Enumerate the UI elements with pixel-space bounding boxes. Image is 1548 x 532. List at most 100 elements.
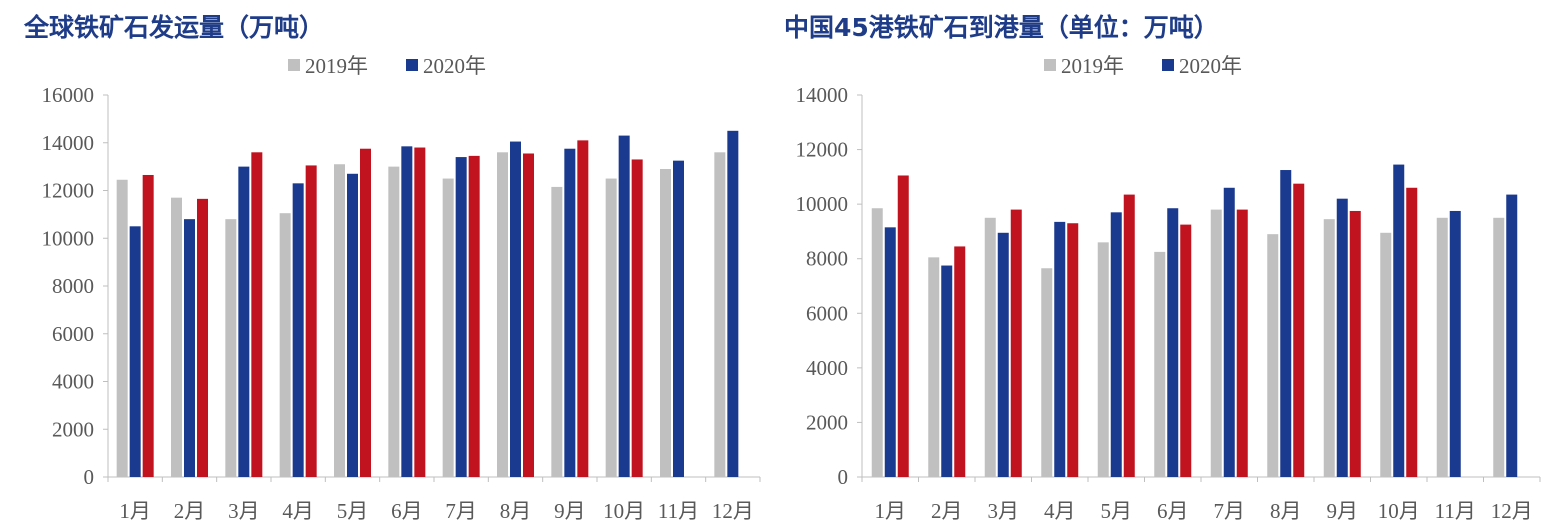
bar-2020-a [238,166,250,477]
bar-2019 [605,178,617,477]
y-tick-label: 14000 [42,131,95,155]
chart-panel-port-arrivals: 中国45港铁矿石到港量（单位：万吨） 0 2000 4000 6000 8000 1000… [770,0,1548,532]
legend-label: 2020年 [423,54,486,78]
bar-2019 [871,208,883,477]
bar-2019 [1380,232,1392,477]
bar-2020-a [347,173,358,477]
bar-2020-a [1167,208,1179,477]
x-tick-label: 1月 [875,499,907,523]
y-tick-label: 4000 [52,370,94,394]
bar-2020-a [997,232,1009,477]
x-tick-label: 12月 [1491,499,1533,523]
bar-2020-a [401,146,413,478]
bar-2019 [984,217,996,478]
bar-2019 [334,164,345,478]
legend-swatch [1044,59,1056,71]
bar-2020-a [673,160,684,477]
bar-2020-a [129,226,141,477]
x-tick-label: 7月 [1214,499,1246,523]
x-tick-label: 4月 [1044,499,1076,523]
bar-2020-b [360,148,371,477]
bar-2020-a [1449,210,1461,477]
bar-2020-b [197,198,208,477]
bar-2019 [1041,268,1053,477]
bar-2020-b [1010,209,1022,477]
bar-2019 [1267,234,1279,477]
bar-2020-a [564,148,576,477]
bar-2020-b [1406,187,1418,477]
bar-chart-port-arrivals: 0 2000 4000 6000 8000 10000 12000 14000 1月 2月 3月 4月… [796,54,1541,523]
bar-2019 [279,213,291,477]
bar-2020-a [184,219,195,477]
legend-label: 2020年 [1179,54,1242,78]
bar-2020-b [414,147,426,477]
chart-title: 全球铁矿石发运量（万吨） [24,13,325,42]
y-tick-label: 2000 [806,410,848,434]
bar-2020-a [1054,221,1066,477]
x-tick-label: 9月 [1327,499,1359,523]
bar-2020-b [1180,224,1192,477]
y-tick-label: 4000 [806,356,848,380]
bar-2020-b [468,155,480,477]
y-tick-label: 8000 [806,247,848,271]
bar-2020-a [292,183,304,477]
bar-2019 [1210,209,1222,477]
bar-2019 [1493,217,1505,478]
bar-2020-a [1506,194,1518,478]
x-tick-label: 4月 [282,499,314,523]
bar-chart-global-shipments: 0 2000 4000 6000 8000 10000 12000 14000 16000 1月 2… [42,54,761,523]
bar-2019 [1097,242,1109,477]
bar-2019 [660,169,671,477]
bar-2019 [1436,217,1448,478]
bar-2020-b [1349,210,1361,477]
y-tick-label: 14000 [796,83,849,107]
bar-2020-a [1223,187,1235,477]
x-tick-label: 1月 [119,499,151,523]
y-tick-label: 12000 [796,138,849,162]
x-tick-label: 10月 [1378,499,1420,523]
bar-2019 [497,152,508,478]
bar-2020-b [1293,183,1305,477]
bar-2019 [1154,251,1166,477]
x-tick-label: 3月 [228,499,260,523]
bar-2019 [225,219,237,477]
y-tick-label: 2000 [52,417,94,441]
bar-2020-b [251,152,263,478]
x-tick-label: 2月 [174,499,206,523]
bar-2020-b [1236,209,1248,477]
bar-2019 [1323,219,1335,477]
bar-2020-a [941,265,953,477]
chart-title: 中国45港铁矿石到港量（单位：万吨） [784,13,1219,42]
bar-2019 [714,152,726,478]
bar-2020-a [884,227,896,477]
bar-2020-a [455,157,467,477]
x-tick-label: 3月 [988,499,1020,523]
x-tick-label: 2月 [931,499,963,523]
y-tick-label: 8000 [52,274,94,298]
bar-2020-b [954,246,966,477]
bar-2019 [442,178,454,477]
x-tick-label: 12月 [712,499,754,523]
y-tick-label: 0 [838,465,849,489]
x-tick-label: 6月 [1157,499,1189,523]
bar-2019 [171,197,182,477]
x-tick-label: 8月 [500,499,532,523]
y-tick-label: 6000 [52,322,94,346]
bar-2020-a [1110,212,1122,478]
legend-label: 2019年 [305,54,368,78]
y-tick-label: 10000 [796,192,849,216]
bar-2020-a [1393,164,1405,478]
bar-2020-b [142,174,154,477]
y-tick-label: 12000 [42,179,95,203]
bar-2019 [388,166,400,477]
bar-2020-a [618,135,630,477]
bar-2020-b [577,140,589,478]
bar-2020-b [1123,194,1135,478]
x-tick-label: 5月 [337,499,369,523]
bar-2020-b [523,153,534,477]
x-tick-label: 11月 [1435,499,1476,523]
x-tick-label: 10月 [603,499,645,523]
bar-2019 [928,257,940,477]
bar-2019 [551,186,563,477]
y-tick-label: 16000 [42,83,95,107]
